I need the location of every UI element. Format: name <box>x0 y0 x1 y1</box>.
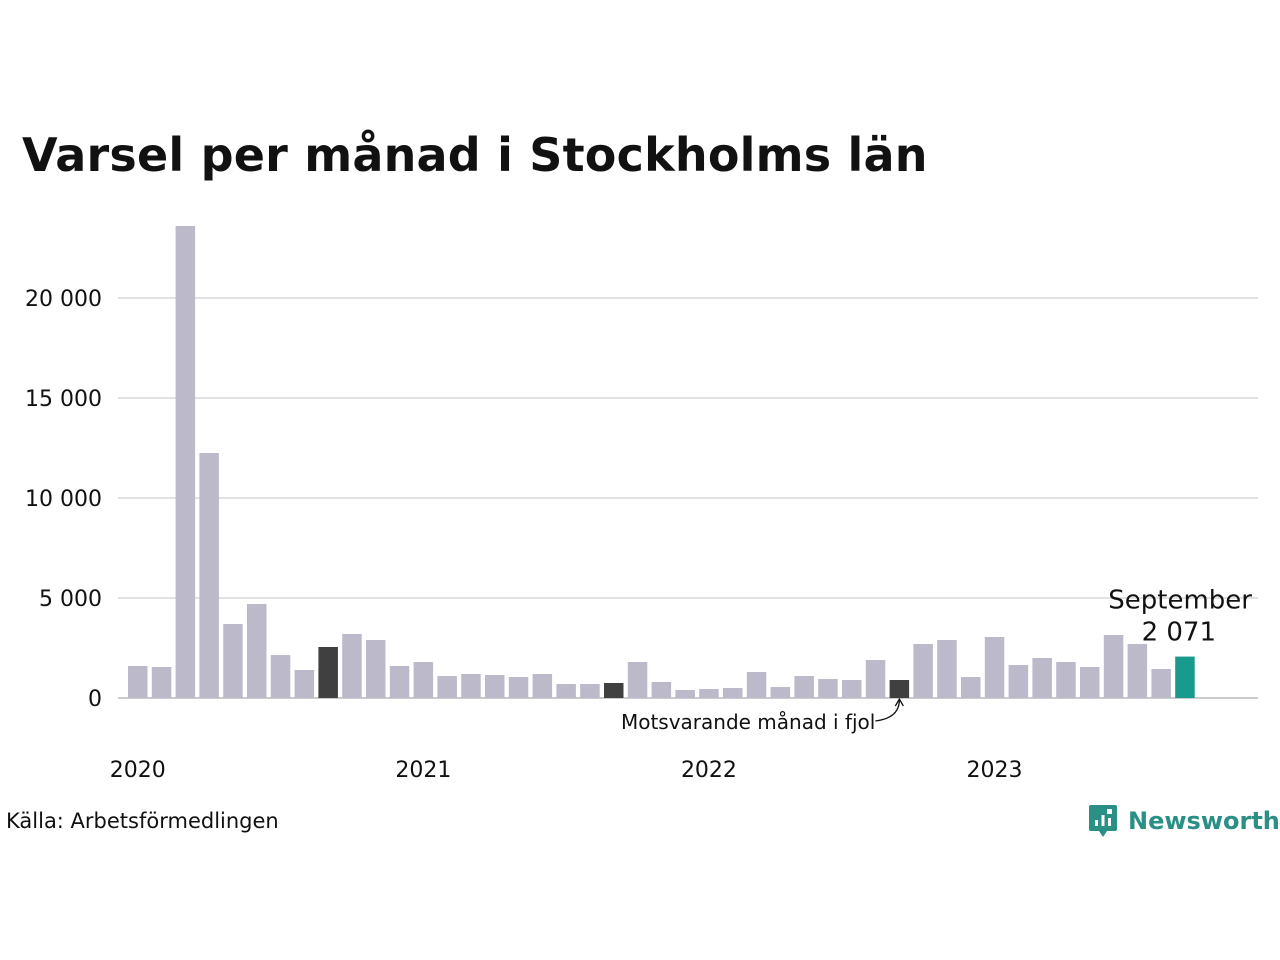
bar-comparison <box>318 647 338 698</box>
bar <box>746 672 767 698</box>
bar <box>580 684 600 698</box>
x-year-label: 2023 <box>967 758 1023 783</box>
grid-lines <box>118 297 1258 699</box>
bar <box>413 662 434 698</box>
bar <box>1151 669 1171 698</box>
bar <box>556 684 576 698</box>
x-axis-year-labels: 2020 2021 2022 2023 <box>110 758 1023 783</box>
current-month-label: September <box>1108 586 1252 616</box>
y-tick-label: 0 <box>88 687 102 712</box>
newsworthy-logo-icon <box>1089 805 1117 837</box>
bar <box>699 689 719 698</box>
bars <box>128 226 1195 698</box>
x-year-label: 2021 <box>395 758 451 783</box>
y-tick-label: 10 000 <box>25 487 102 512</box>
bar <box>913 644 933 698</box>
bar <box>485 675 505 698</box>
bar <box>128 666 148 698</box>
x-year-label: 2022 <box>681 758 737 783</box>
bar <box>294 670 315 698</box>
bar <box>842 680 862 698</box>
bar <box>1008 665 1029 698</box>
bar-current <box>1175 656 1195 698</box>
y-tick-label: 5 000 <box>39 587 102 612</box>
comparison-arrow-head <box>894 697 904 707</box>
bar <box>151 667 172 698</box>
bar <box>175 226 196 698</box>
brand-name: Newsworthy <box>1128 807 1280 835</box>
bar <box>984 637 1005 698</box>
bar <box>794 676 814 698</box>
bar <box>461 674 481 698</box>
bar <box>1127 644 1148 698</box>
current-value-label: 2 071 <box>1142 618 1216 648</box>
bar <box>937 640 957 698</box>
bar <box>532 674 553 698</box>
bar-comparison <box>889 680 910 698</box>
comparison-month-label: Motsvarande månad i fjol <box>621 710 875 734</box>
bar <box>389 666 410 698</box>
bar <box>199 453 219 698</box>
source-label: Källa: Arbetsförmedlingen <box>6 809 279 833</box>
bar <box>437 676 457 698</box>
comparison-arrow-line <box>875 699 900 722</box>
bar <box>770 687 791 698</box>
x-year-label: 2020 <box>110 758 166 783</box>
bar <box>818 679 838 698</box>
bar <box>627 662 648 698</box>
y-tick-label: 15 000 <box>25 387 102 412</box>
bar <box>651 682 672 698</box>
brand[interactable]: Newsworthy <box>1088 803 1280 839</box>
bar <box>342 634 362 698</box>
bar <box>1056 662 1076 698</box>
bar <box>675 690 695 698</box>
y-axis-tick-labels: 0 5 000 10 000 15 000 20 000 <box>25 287 102 712</box>
bar <box>270 655 291 698</box>
bar <box>1080 667 1100 698</box>
bar <box>865 660 886 698</box>
bar <box>366 640 386 698</box>
y-tick-label: 20 000 <box>25 287 102 312</box>
bar <box>1032 658 1052 698</box>
bar <box>508 677 529 698</box>
bar <box>247 604 267 698</box>
bar <box>1103 635 1124 698</box>
chart-title: Varsel per månad i Stockholms län <box>22 128 928 182</box>
bar <box>723 688 743 698</box>
bar-comparison <box>604 683 624 698</box>
bar <box>961 677 981 698</box>
bar <box>223 624 243 698</box>
